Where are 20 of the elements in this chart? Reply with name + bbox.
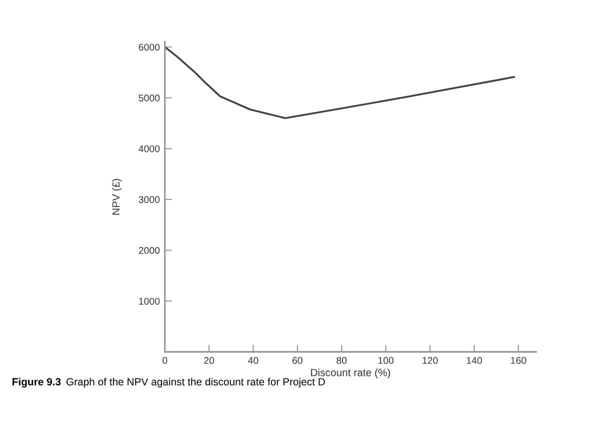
x-tick-label: 100 [378, 357, 394, 364]
y-tick-label: 5000 [138, 94, 160, 102]
x-axis-title: Discount rate (%) [311, 368, 390, 378]
x-tick-label: 160 [511, 357, 526, 364]
y-tick-label: 4000 [138, 145, 160, 152]
x-tick-label: 60 [292, 357, 302, 364]
y-tick-label: 1000 [139, 298, 160, 305]
line-series [164, 46, 515, 120]
x-tick-label: 20 [204, 357, 214, 364]
x-tick-label: 140 [466, 357, 482, 364]
x-tick-label: 40 [248, 357, 258, 364]
y-tick-label: 6000 [138, 44, 160, 51]
text: Graph of the NPV against the discount rate for Project D [66, 378, 325, 388]
x-tick-label: 120 [422, 357, 438, 364]
x-tick-label: 0 [162, 357, 168, 364]
y-axis-title: NPV (£) [112, 179, 122, 215]
y-tick-label: 3000 [138, 196, 160, 204]
caption: Figure 9.3 [12, 378, 61, 388]
y-tick-label: 2000 [138, 247, 160, 254]
x-tick-label: 80 [336, 357, 347, 364]
